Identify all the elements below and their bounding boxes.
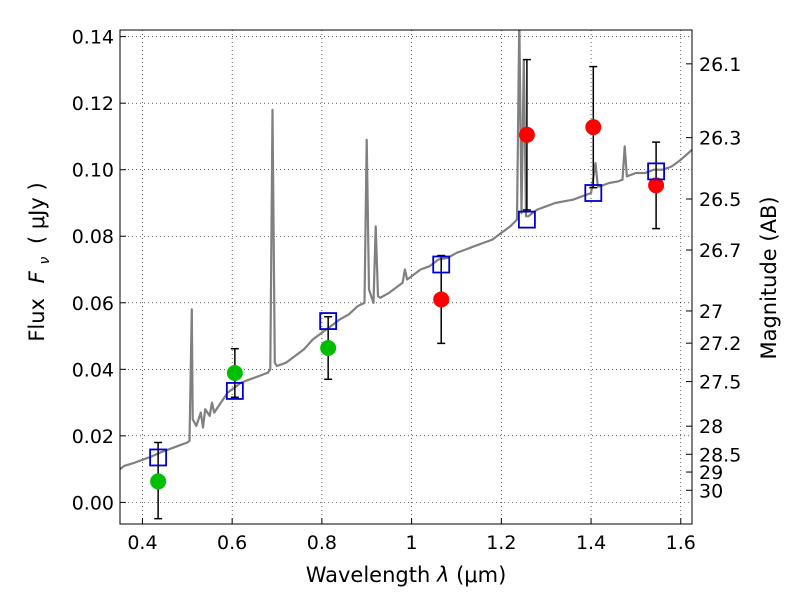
magnitude-tick-label: 26.3 bbox=[699, 128, 741, 150]
y-tick-label: 0.08 bbox=[72, 226, 114, 248]
magnitude-tick-label: 26.5 bbox=[699, 189, 741, 211]
x-tick-label: 1.6 bbox=[666, 532, 696, 554]
x-tick-label: 1 bbox=[406, 532, 418, 554]
magnitude-tick-label: 29 bbox=[699, 462, 723, 484]
x-axis-label-symbol: λ bbox=[436, 563, 449, 587]
magnitude-tick-label: 27 bbox=[699, 301, 723, 323]
magnitude-tick-label: 28 bbox=[699, 416, 723, 438]
model-flux-square bbox=[225, 382, 244, 400]
magnitude-tick-label: 30 bbox=[699, 480, 723, 502]
x-axis-label-prefix: Wavelength bbox=[306, 563, 431, 587]
magnitude-axis-label: Magnitude (AB) bbox=[757, 196, 781, 359]
x-axis-label-unit: (μm) bbox=[456, 563, 506, 587]
model-flux-square bbox=[319, 312, 338, 330]
y-tick-label: 0.12 bbox=[72, 93, 114, 115]
y-tick-label: 0.06 bbox=[72, 293, 114, 315]
photometry-point bbox=[320, 340, 337, 357]
x-tick-label: 0.8 bbox=[307, 532, 337, 554]
y-axis-label: Flux F ν ( μJy ) bbox=[25, 182, 54, 341]
photometry-point bbox=[585, 119, 602, 136]
x-axis-label: Wavelength λ (μm) bbox=[306, 563, 507, 587]
photometry-point bbox=[150, 473, 167, 490]
model-spectrum-line bbox=[120, 30, 692, 470]
photometry-point bbox=[433, 291, 450, 308]
axis-ticks: 0.4 0.6 0.8 1 1.2 1.4 1.6 0.00 0.02 0.04 0.06 0.08 0… bbox=[72, 27, 742, 554]
magnitude-tick-label: 28.5 bbox=[699, 444, 741, 466]
model-flux-square bbox=[432, 255, 451, 274]
magnitude-tick-label: 26.7 bbox=[699, 240, 741, 262]
photometry-point bbox=[518, 126, 535, 143]
y-tick-label: 0.10 bbox=[72, 160, 114, 182]
plot-frame bbox=[119, 29, 693, 525]
plot-content bbox=[120, 30, 692, 520]
magnitude-tick-label: 26.1 bbox=[699, 54, 741, 76]
y-tick-label: 0.00 bbox=[72, 492, 114, 514]
photometry-point bbox=[226, 364, 243, 381]
model-flux-square bbox=[518, 210, 536, 229]
y-axis-label-symbol: F bbox=[25, 270, 49, 283]
y-axis-label-subscript: ν bbox=[37, 257, 53, 265]
magnitude-tick-label: 27.5 bbox=[699, 372, 741, 394]
magnitude-tick-label: 27.2 bbox=[699, 333, 741, 355]
model-flux-square bbox=[647, 162, 666, 181]
y-tick-label: 0.04 bbox=[72, 359, 114, 381]
model-flux-square bbox=[149, 448, 168, 467]
photometry-point bbox=[648, 177, 665, 194]
x-tick-label: 0.4 bbox=[127, 532, 157, 554]
x-tick-label: 0.6 bbox=[217, 532, 247, 554]
x-tick-label: 1.2 bbox=[486, 532, 516, 554]
y-tick-label: 0.14 bbox=[72, 27, 114, 49]
x-tick-label: 1.4 bbox=[576, 532, 606, 554]
model-flux-square bbox=[584, 184, 603, 202]
y-tick-label: 0.02 bbox=[72, 426, 114, 448]
y-axis-label-prefix: Flux bbox=[25, 298, 49, 342]
y-axis-label-unit: ( μJy ) bbox=[25, 182, 49, 244]
